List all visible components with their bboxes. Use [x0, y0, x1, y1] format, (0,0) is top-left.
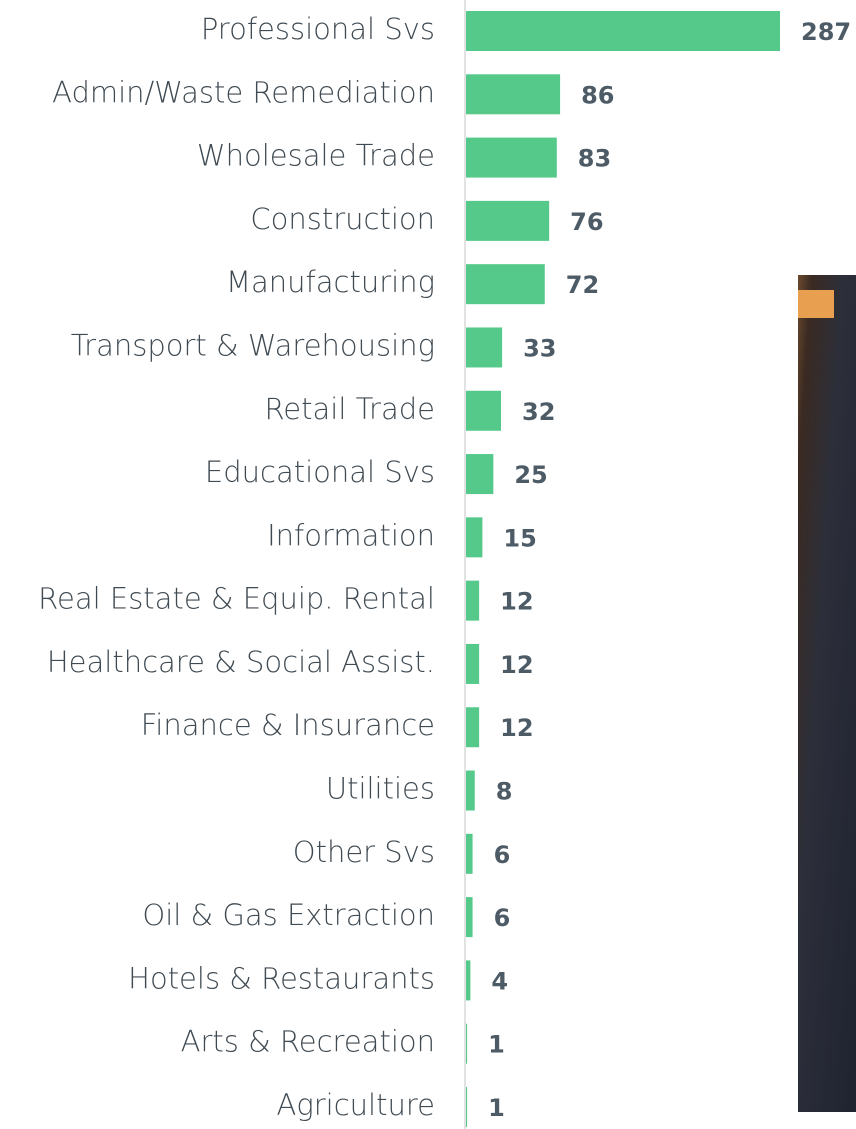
value-label: 8 — [496, 778, 513, 806]
photo-lamp — [798, 290, 834, 318]
bar — [466, 390, 502, 431]
bar — [466, 327, 503, 368]
bar — [466, 770, 475, 811]
bar — [466, 897, 473, 938]
category-label: Finance & Insurance — [141, 708, 435, 742]
category-label: Utilities — [326, 772, 435, 806]
category-label: Manufacturing — [226, 265, 435, 299]
bar — [466, 137, 557, 178]
category-label: Transport & Warehousing — [71, 328, 435, 362]
bar — [466, 1023, 468, 1064]
bar — [466, 643, 480, 684]
category-label: Oil & Gas Extraction — [142, 898, 435, 932]
photo — [798, 275, 856, 1112]
bar — [466, 1087, 468, 1127]
category-label: Construction — [250, 202, 435, 236]
value-label: 1 — [488, 1031, 505, 1059]
value-label: 72 — [566, 271, 599, 299]
bar — [466, 454, 494, 495]
value-label: 76 — [570, 208, 603, 236]
category-label: Hotels & Restaurants — [128, 961, 435, 995]
value-label: 86 — [581, 81, 614, 109]
category-label: Professional Svs — [201, 12, 435, 46]
bar — [466, 580, 480, 621]
value-label: 33 — [523, 334, 556, 362]
bar — [466, 264, 545, 305]
value-label: 287 — [801, 18, 851, 46]
value-label: 6 — [494, 841, 511, 869]
bar — [466, 200, 550, 241]
category-label: Real Estate & Equip. Rental — [38, 582, 435, 616]
category-label: Arts & Recreation — [181, 1025, 435, 1059]
value-label: 6 — [494, 904, 511, 932]
category-label: Agriculture — [277, 1088, 435, 1122]
value-label: 32 — [522, 398, 555, 426]
category-label: Admin/Waste Remediation — [52, 75, 435, 109]
value-label: 15 — [503, 524, 536, 552]
bar — [466, 517, 483, 558]
category-label: Other Svs — [293, 835, 435, 869]
value-label: 83 — [578, 145, 611, 173]
value-label: 12 — [500, 714, 533, 742]
bar — [466, 960, 471, 1001]
value-label: 12 — [500, 651, 533, 679]
bar — [466, 11, 780, 51]
value-label: 1 — [488, 1094, 505, 1122]
value-label: 4 — [491, 967, 508, 995]
category-label: Wholesale Trade — [197, 139, 435, 173]
bar — [466, 833, 473, 874]
category-label: Healthcare & Social Assist. — [47, 645, 435, 679]
bar — [466, 707, 480, 748]
value-label: 25 — [514, 461, 547, 489]
category-label: Educational Svs — [205, 455, 435, 489]
category-label: Retail Trade — [264, 392, 435, 426]
category-label: Information — [267, 518, 435, 552]
bar — [466, 74, 561, 115]
value-label: 12 — [500, 588, 533, 616]
